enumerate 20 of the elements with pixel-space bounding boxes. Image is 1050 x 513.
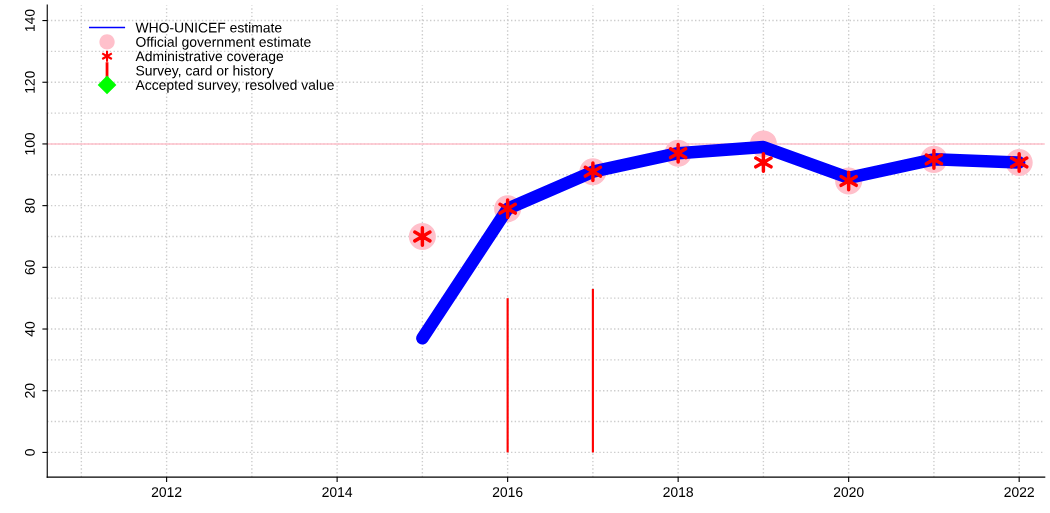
legend-label: Official government estimate xyxy=(136,36,311,50)
point xyxy=(754,151,773,173)
legend-label: WHO-UNICEF estimate xyxy=(135,22,282,33)
x-tick-label: 2016 xyxy=(492,487,523,498)
legend-label: Accepted survey, resolved value xyxy=(135,79,334,93)
legend-label: Survey, card or history xyxy=(136,65,274,79)
x-tick-label: 2022 xyxy=(1004,487,1034,498)
y-tick-label: 140 xyxy=(24,9,35,32)
y-tick-label: 40 xyxy=(24,321,35,337)
x-tick-label: 2014 xyxy=(322,487,353,498)
y-tick-label: 0 xyxy=(24,449,35,456)
x-tick-label: 2020 xyxy=(833,487,864,498)
y-tick-label: 80 xyxy=(24,198,35,213)
legend-label: Administrative coverage xyxy=(135,51,284,64)
y-tick-label: 100 xyxy=(24,132,35,155)
x-tick-label: 2012 xyxy=(151,487,182,498)
y-tick-label: 120 xyxy=(24,71,35,93)
y-tick-label: 20 xyxy=(24,383,35,398)
y-tick-label: 60 xyxy=(24,260,35,275)
x-tick-label: 2018 xyxy=(663,487,693,498)
